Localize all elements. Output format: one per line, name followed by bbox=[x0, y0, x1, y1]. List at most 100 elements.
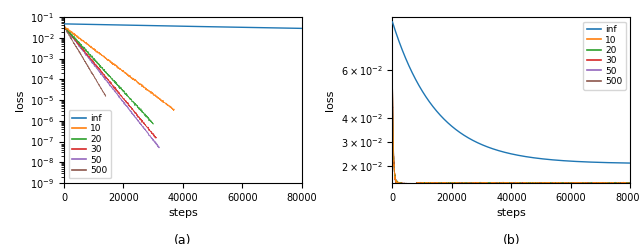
50 bbox=[550, 182, 558, 185]
50 bbox=[493, 182, 500, 185]
50 bbox=[125, 109, 133, 112]
10 bbox=[113, 66, 121, 69]
Y-axis label: loss: loss bbox=[15, 89, 24, 111]
X-axis label: steps: steps bbox=[168, 208, 198, 218]
20 bbox=[66, 31, 74, 34]
Line: 30: 30 bbox=[64, 26, 156, 138]
Legend: inf, 10, 20, 30, 50, 500: inf, 10, 20, 30, 50, 500 bbox=[583, 21, 626, 90]
10 bbox=[388, 73, 396, 76]
30 bbox=[508, 182, 516, 185]
10 bbox=[60, 26, 68, 29]
50 bbox=[62, 28, 70, 30]
20 bbox=[149, 122, 157, 125]
inf bbox=[180, 25, 188, 28]
50 bbox=[490, 181, 497, 184]
30 bbox=[436, 182, 444, 185]
10 bbox=[426, 183, 433, 186]
10 bbox=[131, 78, 138, 81]
10 bbox=[63, 28, 71, 31]
30 bbox=[388, 73, 396, 76]
20 bbox=[508, 182, 516, 185]
10 bbox=[422, 182, 429, 185]
inf bbox=[627, 162, 634, 164]
inf bbox=[294, 27, 302, 30]
20 bbox=[493, 182, 500, 185]
Line: 50: 50 bbox=[64, 26, 159, 148]
30 bbox=[490, 182, 497, 185]
30 bbox=[493, 182, 500, 185]
10 bbox=[124, 74, 132, 77]
Line: 30: 30 bbox=[392, 74, 630, 184]
20 bbox=[90, 57, 97, 60]
500 bbox=[102, 94, 109, 97]
30 bbox=[108, 83, 116, 86]
inf bbox=[492, 148, 500, 151]
10 bbox=[170, 108, 178, 111]
30 bbox=[152, 136, 160, 139]
500 bbox=[490, 182, 497, 185]
Line: inf: inf bbox=[64, 24, 302, 28]
50 bbox=[627, 182, 634, 185]
Line: inf: inf bbox=[392, 22, 630, 163]
500 bbox=[493, 182, 500, 184]
50 bbox=[149, 139, 157, 142]
20 bbox=[550, 182, 558, 184]
500 bbox=[550, 182, 558, 185]
500 bbox=[79, 58, 87, 61]
20 bbox=[627, 183, 634, 186]
50 bbox=[156, 146, 163, 149]
20 bbox=[147, 119, 154, 122]
10 bbox=[490, 183, 497, 185]
Legend: inf, 10, 20, 30, 50, 500: inf, 10, 20, 30, 50, 500 bbox=[68, 111, 111, 179]
10 bbox=[140, 86, 148, 89]
Line: 500: 500 bbox=[392, 73, 630, 184]
inf bbox=[422, 95, 429, 98]
inf bbox=[388, 20, 396, 23]
20 bbox=[422, 182, 430, 185]
50 bbox=[436, 182, 444, 185]
10 bbox=[550, 182, 558, 185]
Line: 10: 10 bbox=[64, 26, 174, 111]
30 bbox=[627, 182, 634, 185]
Title: (a): (a) bbox=[174, 234, 192, 244]
Y-axis label: loss: loss bbox=[325, 89, 335, 111]
500 bbox=[62, 27, 70, 30]
10 bbox=[94, 51, 102, 54]
500 bbox=[436, 182, 444, 185]
Line: 500: 500 bbox=[64, 26, 106, 96]
10 bbox=[627, 182, 634, 185]
20 bbox=[60, 26, 68, 29]
20 bbox=[60, 25, 68, 28]
30 bbox=[113, 89, 120, 92]
50 bbox=[388, 70, 396, 73]
50 bbox=[508, 181, 516, 184]
inf bbox=[550, 159, 558, 162]
500 bbox=[94, 82, 102, 85]
500 bbox=[83, 64, 91, 67]
X-axis label: steps: steps bbox=[497, 208, 526, 218]
50 bbox=[71, 39, 79, 42]
10 bbox=[170, 109, 177, 112]
30 bbox=[422, 182, 430, 185]
50 bbox=[60, 25, 68, 28]
500 bbox=[102, 95, 109, 98]
inf bbox=[278, 27, 285, 30]
20 bbox=[77, 43, 84, 46]
500 bbox=[69, 40, 77, 43]
10 bbox=[493, 183, 500, 186]
500 bbox=[388, 71, 396, 74]
500 bbox=[94, 82, 102, 85]
50 bbox=[117, 98, 125, 101]
30 bbox=[120, 98, 127, 101]
500 bbox=[627, 182, 634, 185]
inf bbox=[282, 27, 289, 30]
20 bbox=[388, 74, 396, 77]
inf bbox=[436, 113, 444, 116]
20 bbox=[131, 103, 139, 106]
Line: 20: 20 bbox=[392, 75, 630, 184]
50 bbox=[156, 146, 163, 149]
10 bbox=[61, 25, 68, 28]
inf bbox=[508, 152, 516, 155]
30 bbox=[115, 91, 122, 93]
inf bbox=[152, 24, 160, 27]
